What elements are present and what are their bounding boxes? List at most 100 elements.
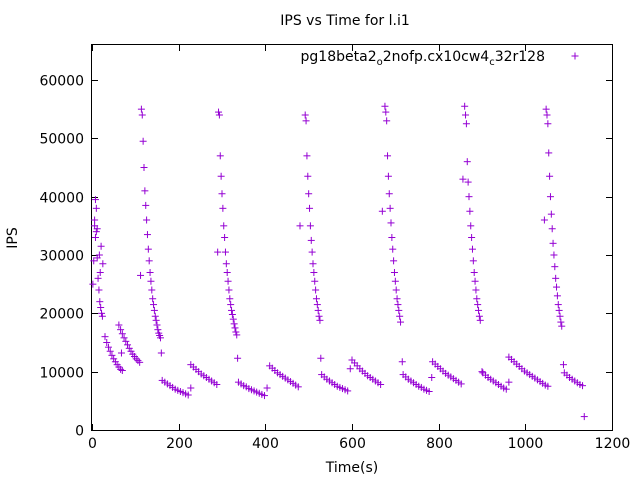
data-point [149, 295, 157, 303]
data-point [117, 326, 125, 334]
y-axis-label: IPS [5, 227, 21, 249]
data-point [132, 355, 140, 363]
data-point [465, 193, 473, 201]
data-point [468, 245, 476, 253]
data-point [386, 204, 394, 212]
data-point [147, 277, 155, 285]
y-tick-label: 30000 [39, 249, 84, 265]
data-point [471, 277, 479, 285]
data-point [308, 248, 316, 256]
data-point [478, 368, 486, 376]
data-point [233, 331, 241, 339]
data-point [398, 358, 406, 366]
data-point [381, 102, 389, 110]
data-point [215, 108, 223, 116]
data-point [229, 315, 237, 323]
data-point [473, 295, 481, 303]
data-point [140, 164, 148, 171]
data-point [549, 239, 557, 247]
x-tick-label: 400 [252, 436, 279, 452]
data-point [228, 311, 236, 318]
data-point [459, 175, 467, 183]
data-point [394, 301, 402, 309]
data-point [395, 306, 403, 314]
plot-frame [91, 44, 613, 431]
data-point [89, 280, 97, 288]
data-point [137, 271, 145, 279]
data-point [154, 326, 162, 334]
data-point [311, 277, 319, 285]
data-point [92, 204, 100, 212]
data-point [98, 312, 106, 320]
data-point [124, 341, 132, 349]
data-point [221, 234, 229, 241]
data-point [216, 152, 224, 160]
data-point [346, 365, 354, 373]
data-point [222, 260, 230, 268]
data-point [383, 117, 391, 125]
data-point [554, 301, 562, 309]
data-point [548, 225, 556, 233]
x-axis: 0 200 400 600 800 1000 1200 [88, 45, 630, 452]
data-point [389, 245, 397, 253]
data-point [96, 298, 104, 306]
data-point [553, 283, 561, 291]
data-point [296, 222, 304, 230]
data-point [547, 210, 555, 218]
data-point [309, 260, 317, 268]
data-point [120, 334, 128, 342]
data-point [227, 301, 235, 309]
data-point [143, 216, 151, 224]
data-point [467, 222, 475, 230]
data-point [388, 234, 396, 241]
data-point [472, 286, 480, 294]
data-point [219, 204, 227, 212]
data-point [544, 382, 552, 390]
data-point [390, 269, 398, 276]
data-point [462, 111, 470, 119]
data-point [184, 391, 192, 399]
data-point [543, 111, 551, 119]
legend-label-part: 32r128 [495, 49, 545, 65]
data-point [97, 242, 105, 250]
data-point [136, 358, 144, 366]
data-point [98, 309, 106, 317]
data-point [187, 384, 195, 392]
y-tick-label: 10000 [39, 366, 84, 382]
data-point [138, 111, 146, 119]
data-point [313, 301, 321, 309]
data-point [91, 196, 99, 204]
data-point [304, 172, 312, 180]
data-point [117, 365, 125, 373]
legend-marker [571, 52, 579, 60]
data-point [139, 137, 147, 145]
data-point [91, 234, 99, 241]
data-point [122, 337, 130, 345]
data-point [95, 286, 103, 294]
y-tick-label: 50000 [39, 132, 84, 148]
data-point [579, 382, 587, 390]
data-point [108, 351, 116, 359]
data-point [552, 274, 560, 282]
data-point [540, 216, 548, 224]
data-point [228, 306, 236, 314]
x-axis-label: Time(s) [325, 460, 378, 476]
x-tick-label: 0 [88, 436, 97, 452]
data-point [553, 292, 561, 300]
data-point [317, 354, 325, 362]
legend-series-label: pg18beta2o2nofp.cx10cw4c32r128 [301, 49, 545, 68]
data-point [144, 245, 152, 253]
data-point [464, 178, 472, 186]
data-point [463, 158, 471, 166]
data-point [141, 187, 149, 195]
data-point [391, 277, 399, 285]
data-point [104, 343, 112, 351]
data-point [551, 263, 559, 271]
data-point [101, 333, 109, 341]
data-point [223, 269, 231, 276]
data-point [230, 320, 238, 328]
data-point [294, 383, 302, 391]
data-point [117, 349, 125, 357]
data-point [115, 321, 123, 329]
